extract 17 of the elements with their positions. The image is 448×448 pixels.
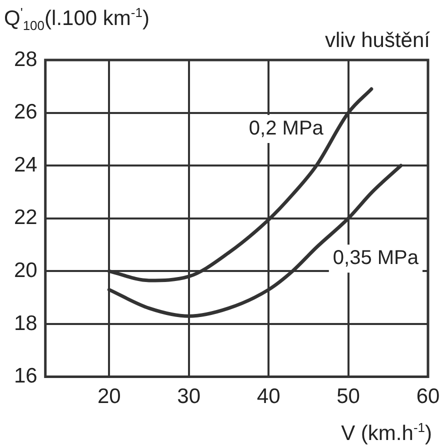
y-tick-label: 20: [14, 258, 38, 282]
x-tick-label: 40: [256, 385, 280, 408]
chart-subtitle: vliv huštění: [324, 29, 430, 52]
x-tick-label: 60: [416, 385, 440, 408]
y-tick-label: 26: [14, 100, 38, 124]
y-tick-label: 24: [14, 153, 38, 176]
y-tick-label: 18: [14, 312, 38, 335]
x-tick-label: 20: [97, 385, 121, 408]
y-tick-label: 28: [14, 48, 38, 71]
y-axis-title: Q$^{'}$$_{100}$(l.100 km$^{-1}$): [4, 5, 150, 34]
x-tick-label: 50: [336, 385, 360, 408]
series-label: 0,35 MPa: [332, 247, 420, 270]
x-tick-label: 30: [177, 385, 201, 408]
y-tick-label: 16: [14, 364, 38, 388]
y-tick-label: 22: [14, 206, 38, 230]
series-label: 0,2 MPa: [248, 118, 324, 140]
x-axis-title: V (km.h$^{-1}$): [341, 420, 432, 445]
